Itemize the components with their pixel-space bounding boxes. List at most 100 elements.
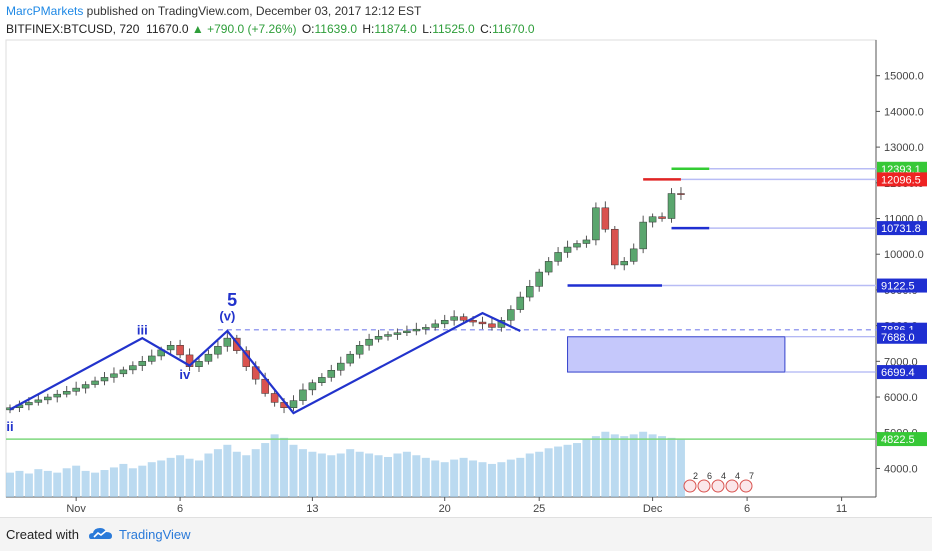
volume-bar [412,455,421,497]
candle-body [658,216,666,219]
volume-bar [204,453,213,497]
candle-body [62,391,71,395]
volume-bar [223,444,232,497]
candle-body [422,327,430,330]
candle-body [25,402,33,406]
event-marker-icon [683,479,697,493]
candle-body [393,332,402,335]
volume-bar [525,453,534,497]
candle-body [299,389,307,401]
price-tag-label: 10731.8 [881,223,921,235]
y-tick-label: 10000.0 [884,249,924,261]
tradingview-brand[interactable]: TradingView [88,524,191,544]
volume-bar [251,449,260,497]
volume-bar [629,434,638,497]
volume-bar [601,431,610,497]
volume-bar [289,444,298,497]
candle-body [620,261,628,266]
wave-label: iii [137,323,148,338]
tradingview-brand-label: TradingView [119,526,191,542]
event-count-label: 7 [749,471,754,481]
candle-body [629,248,638,262]
event-count-label: 2 [693,471,698,481]
volume-bar [327,455,336,497]
candle-body [384,334,392,337]
candle-body [535,271,543,287]
volume-bar [280,437,289,497]
x-tick-label: 13 [306,503,318,515]
volume-bar [109,467,118,497]
volume-bar [374,455,383,497]
volume-bar [147,462,156,497]
candle-body [327,370,336,378]
volume-bar [544,448,553,497]
candle-body [601,207,610,230]
high-label: H: [362,22,375,36]
volume-bar [81,470,90,497]
candle-body [318,377,326,383]
price-tag-label: 6699.4 [881,367,915,379]
candle-body [365,338,373,346]
volume-bar [355,451,364,497]
price-chart[interactable]: 4000.05000.06000.07000.08000.09000.01000… [0,0,932,517]
volume-bar [620,436,629,497]
x-tick-label: 20 [439,503,451,515]
candle-body [488,323,496,328]
candle-body [554,252,562,262]
price-tag-bg [877,329,927,344]
volume-bar [232,451,241,497]
volume-bar [336,453,345,497]
candle-body [412,328,421,332]
volume-bar [298,449,307,497]
price-tag-label: 12096.5 [881,174,921,186]
event-count-label: 6 [707,471,712,481]
price-tag-label: 4822.5 [881,434,915,446]
x-tick-label: 6 [177,503,183,515]
volume-bar [497,462,506,497]
candle-body [611,228,619,266]
wave-label: 5 [227,290,237,310]
y-tick-label: 14000.0 [884,106,924,118]
candle-body [308,382,317,391]
volume-bar [62,468,71,497]
low-value: 11525.0 [432,22,475,36]
candle-body [53,393,61,398]
x-tick-label: 6 [744,503,750,515]
volume-bar [658,436,667,497]
author-link[interactable]: MarcPMarkets [6,4,84,18]
x-tick-label: 25 [533,503,545,515]
volume-bar [639,431,648,497]
volume-bar [317,453,326,497]
volume-bar [176,455,185,497]
candle-body [431,323,439,328]
candle-body [355,345,364,355]
plot-area [5,39,877,498]
candle-body [100,377,109,382]
high-value: 11874.0 [374,22,417,36]
volume-bar [242,455,251,497]
volume-bar [213,449,222,497]
volume-bar [459,457,468,497]
price-change: ▲ +790.0 (+7.26%) [191,22,297,36]
elliott-wave-line [9,311,521,415]
candle-body [119,369,128,375]
price-tag-bg [877,172,927,187]
volume-bar [119,463,128,497]
volume-bar [676,439,685,497]
volume-bar [185,458,194,497]
candle-body [72,387,80,392]
candle-body [129,365,137,371]
candle-body [563,246,572,253]
volume-bar [157,460,166,497]
open-label: O: [301,22,315,36]
volume-bar [195,460,203,497]
candle-body [138,361,147,366]
volume-bar [138,465,147,497]
volume-bar [563,444,572,497]
volume-bar [24,473,33,497]
low-label: L: [422,22,433,36]
candle-body [195,361,203,367]
ohlc-line: BITFINEX:BTCUSD, 720 11670.0 ▲ +790.0 (+… [6,22,535,36]
event-count-label: 4 [721,471,726,481]
wave-label: (v) [219,308,235,323]
